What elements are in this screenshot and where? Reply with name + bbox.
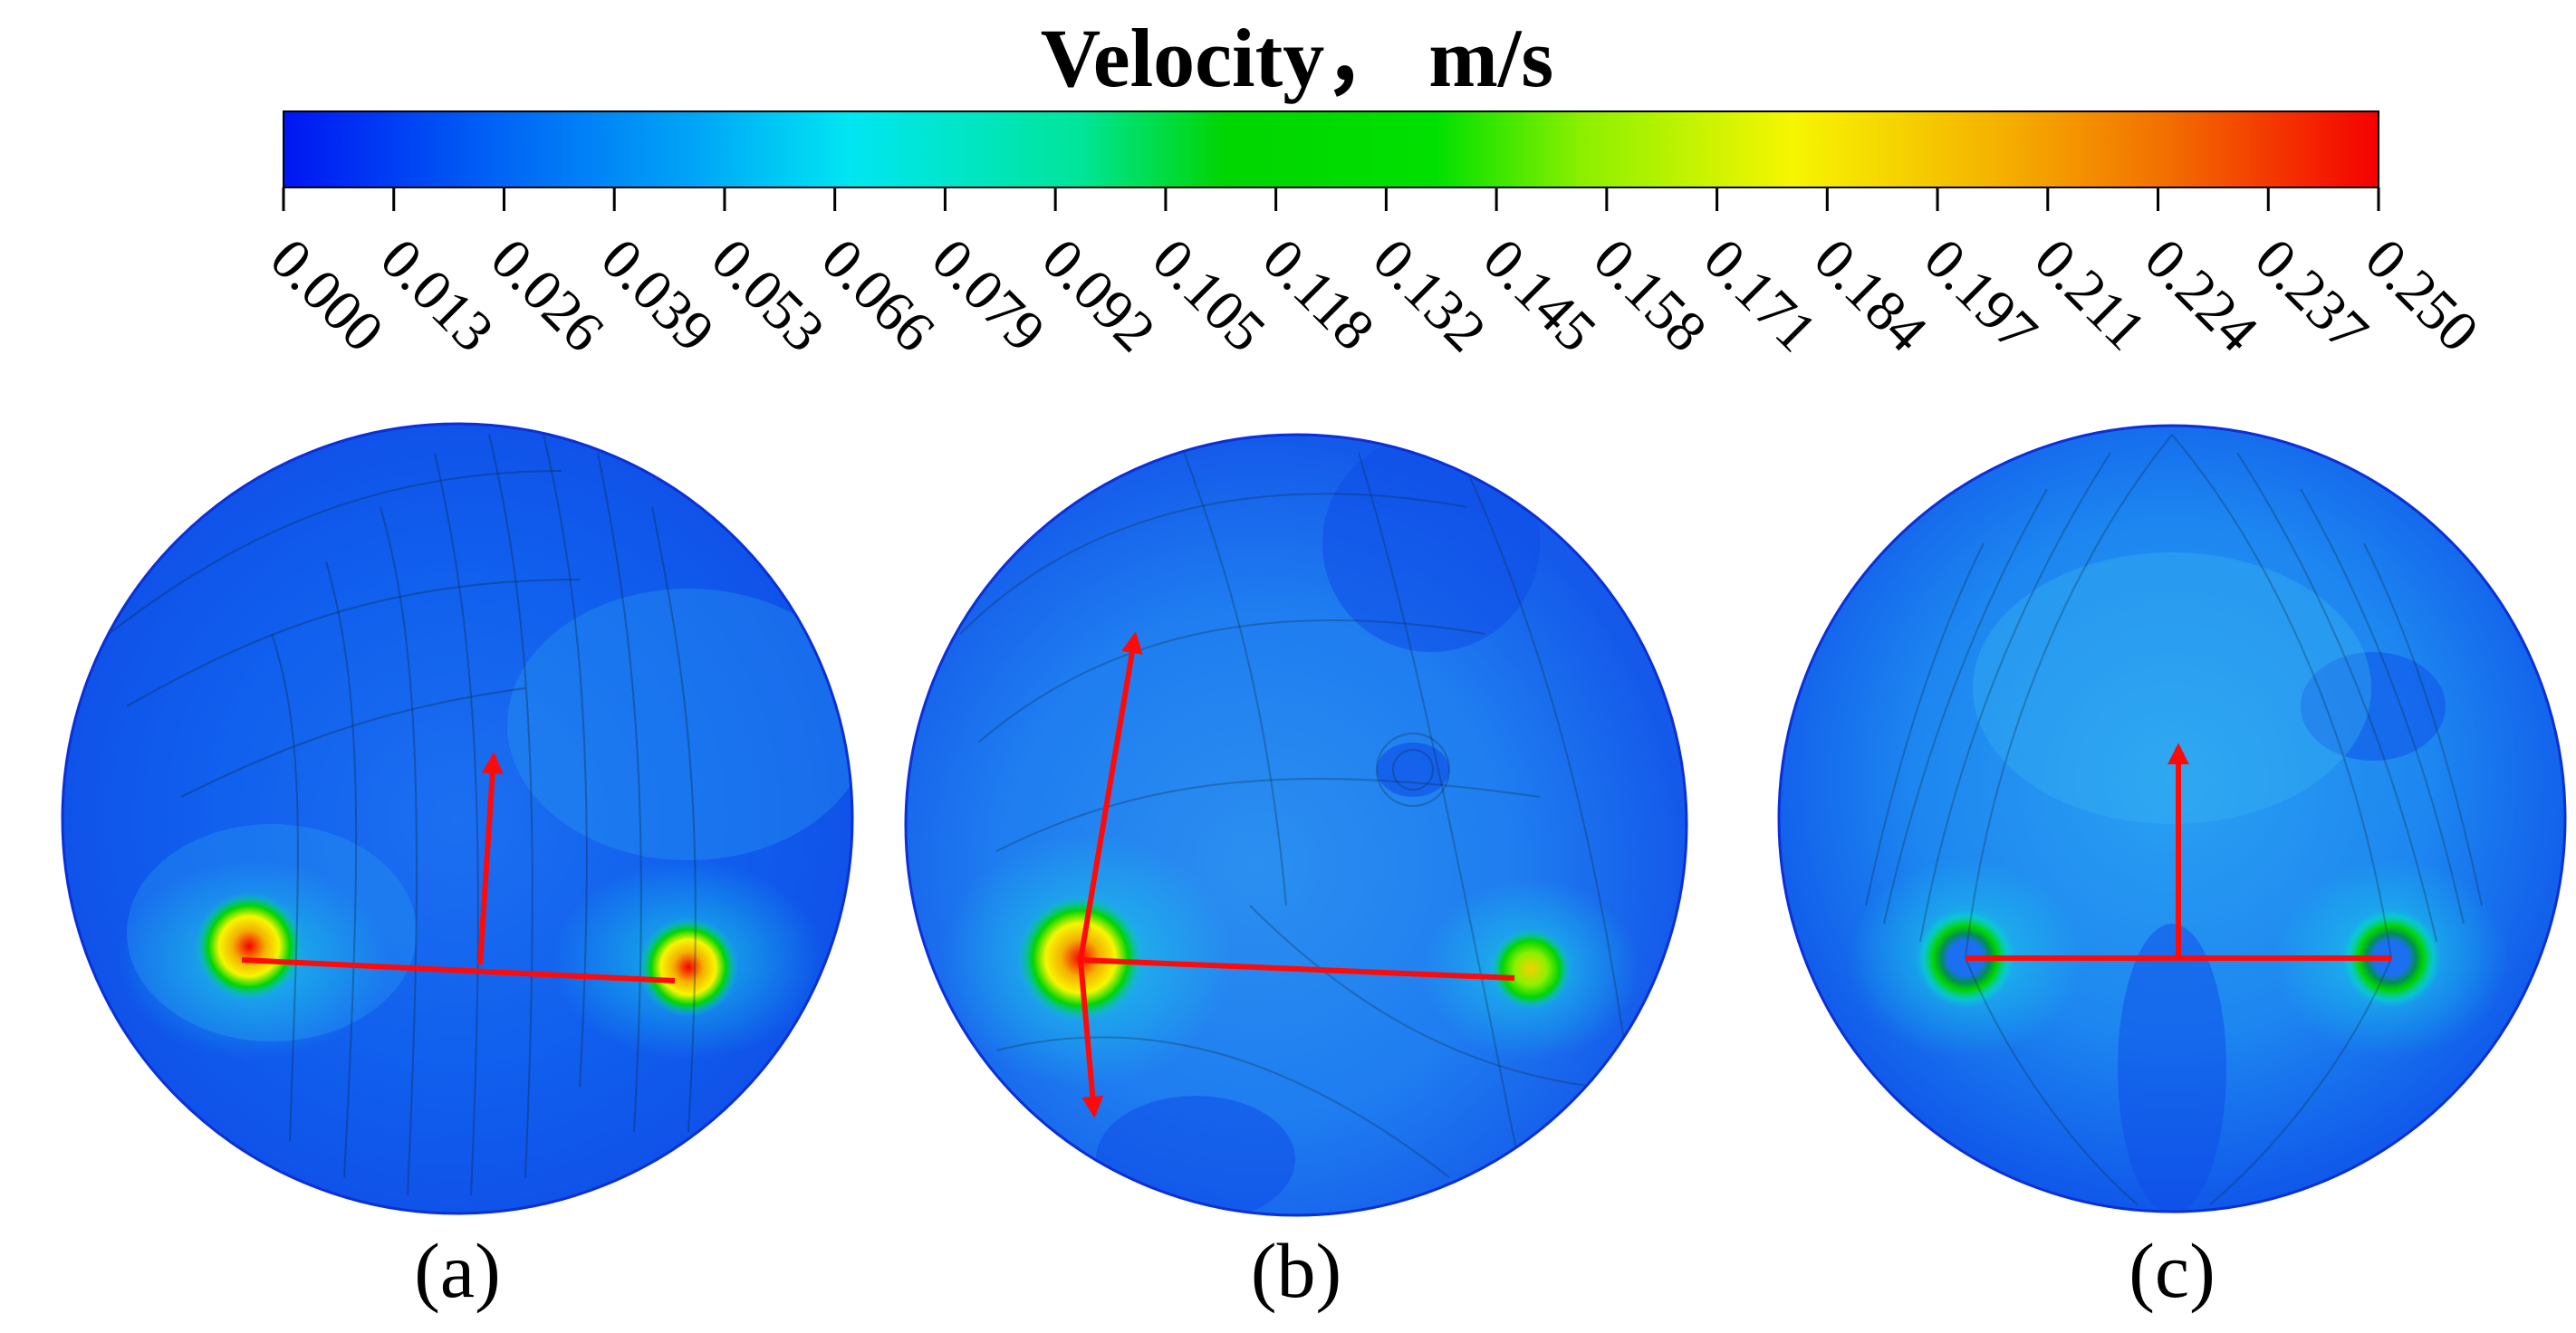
colorbar-tick-labels: 0.0000.0130.0260.0390.0530.0660.0790.092…	[258, 226, 2491, 364]
streamlines-a	[108, 434, 697, 1196]
panel-b: (b)	[904, 433, 1688, 1314]
colorbar-tick-label: 0.224	[2133, 226, 2271, 364]
colorbar-tick-label: 0.000	[258, 226, 396, 364]
colorbar-tick-label: 0.039	[589, 226, 726, 364]
colorbar: 0.0000.0130.0260.0390.0530.0660.0790.092…	[258, 110, 2491, 364]
colorbar-tick-label: 0.211	[2023, 226, 2158, 362]
colorbar-tick-label: 0.105	[1140, 226, 1278, 364]
panel-c: (c)	[1777, 424, 2567, 1314]
colorbar-ticks	[282, 187, 2380, 211]
streamlines-b	[959, 435, 1631, 1178]
colorbar-tick-label: 0.197	[1912, 226, 2050, 364]
colorbar-tick-label: 0.145	[1471, 226, 1609, 364]
colorbar-tick-label: 0.079	[920, 226, 1058, 364]
arrows-c	[1966, 743, 2391, 961]
colorbar-tick-label: 0.158	[1581, 226, 1719, 364]
colorbar-gradient	[283, 110, 2379, 188]
streamlines-c	[1865, 434, 2483, 1205]
colorbar-tick-label: 0.184	[1802, 226, 1939, 364]
colorbar-title: Velocity， m/s	[1041, 12, 1553, 104]
colorbar-tick-label: 0.132	[1360, 226, 1498, 364]
colorbar-tick-label: 0.250	[2353, 226, 2491, 364]
colorbar-tick-label: 0.026	[479, 226, 617, 364]
colorbar-tick-label: 0.053	[699, 226, 837, 364]
colorbar-tick-label: 0.118	[1251, 226, 1387, 362]
panel-label-c: (c)	[2129, 1227, 2215, 1314]
panel-label-a: (a)	[414, 1227, 500, 1314]
colorbar-tick-label: 0.013	[369, 226, 506, 364]
colorbar-tick-label: 0.066	[810, 226, 947, 364]
colorbar-tick-label: 0.092	[1030, 226, 1168, 364]
colorbar-tick-label: 0.237	[2243, 226, 2380, 364]
arrows-b	[1078, 631, 1515, 1118]
colorbar-tick-label: 0.171	[1692, 226, 1830, 364]
arrows-a	[241, 752, 676, 983]
panel-a: (a)	[61, 422, 854, 1314]
panel-label-b: (b)	[1251, 1227, 1341, 1314]
